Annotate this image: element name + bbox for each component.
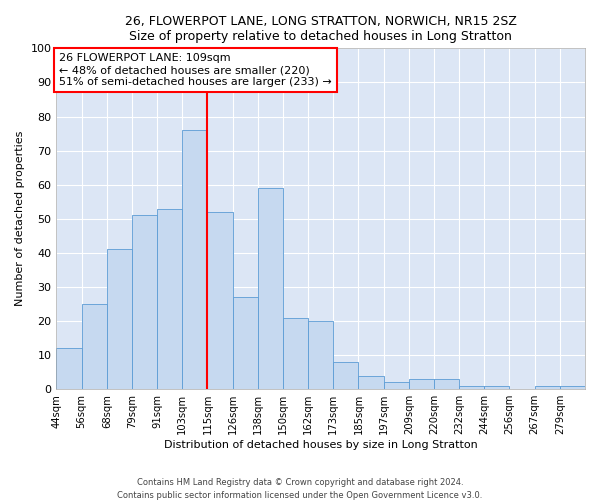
- Bar: [358, 376, 383, 389]
- Title: 26, FLOWERPOT LANE, LONG STRATTON, NORWICH, NR15 2SZ
Size of property relative t: 26, FLOWERPOT LANE, LONG STRATTON, NORWI…: [125, 15, 517, 43]
- X-axis label: Distribution of detached houses by size in Long Stratton: Distribution of detached houses by size …: [164, 440, 478, 450]
- Bar: [258, 188, 283, 389]
- Bar: [409, 379, 434, 389]
- Text: Contains HM Land Registry data © Crown copyright and database right 2024.
Contai: Contains HM Land Registry data © Crown c…: [118, 478, 482, 500]
- Bar: [107, 250, 132, 389]
- Text: 26 FLOWERPOT LANE: 109sqm
← 48% of detached houses are smaller (220)
51% of semi: 26 FLOWERPOT LANE: 109sqm ← 48% of detac…: [59, 54, 332, 86]
- Y-axis label: Number of detached properties: Number of detached properties: [15, 131, 25, 306]
- Bar: [535, 386, 560, 389]
- Bar: [233, 297, 258, 389]
- Bar: [208, 212, 233, 389]
- Bar: [383, 382, 409, 389]
- Bar: [283, 318, 308, 389]
- Bar: [182, 130, 208, 389]
- Bar: [56, 348, 82, 389]
- Bar: [157, 208, 182, 389]
- Bar: [308, 321, 333, 389]
- Bar: [560, 386, 585, 389]
- Bar: [434, 379, 459, 389]
- Bar: [82, 304, 107, 389]
- Bar: [333, 362, 358, 389]
- Bar: [484, 386, 509, 389]
- Bar: [132, 216, 157, 389]
- Bar: [459, 386, 484, 389]
